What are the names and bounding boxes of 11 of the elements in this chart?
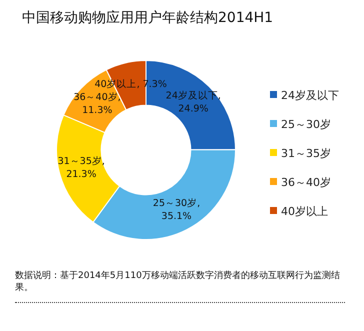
legend-label: 40岁以上: [281, 204, 328, 219]
legend-label: 24岁及以下: [281, 88, 339, 103]
data-label: 24岁及以下, 24.9%: [166, 89, 221, 114]
data-label: 31～35岁, 21.3%: [58, 154, 105, 180]
data-label: 25～30岁, 35.1%: [152, 196, 200, 222]
legend-label: 36～40岁: [281, 175, 331, 190]
text: 数据说明：基于2014年5月110万移动端活跃数字消费者的移动互联网行为监测结果。: [15, 270, 341, 294]
legend-label: 31～35岁: [281, 146, 331, 161]
data-label: 36～40岁, 11.3%: [74, 90, 121, 116]
legend-label: 25～30岁: [281, 117, 331, 132]
chart-title: 中国移动购物应用用户年龄结构2014H1: [22, 9, 274, 27]
